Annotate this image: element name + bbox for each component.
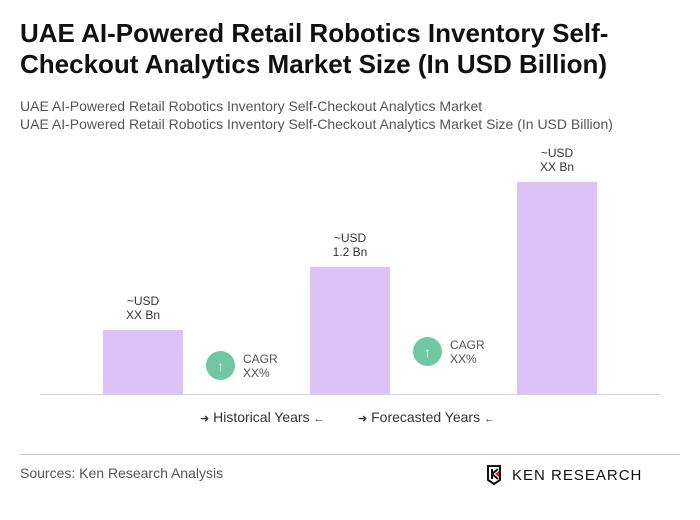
legend-label: Historical Years bbox=[213, 409, 310, 425]
cagr-label: CAGR bbox=[243, 351, 278, 366]
logo-text: KEN RESEARCH bbox=[512, 466, 643, 484]
cagr-value: XX% bbox=[450, 351, 477, 366]
arrow-up-icon: ↑ bbox=[413, 337, 442, 366]
data-label-text: XX Bn bbox=[539, 160, 575, 174]
arrow-left-icon: ← bbox=[483, 413, 495, 425]
arrow-up-icon: ↑ bbox=[206, 351, 235, 380]
source-text: Sources: Ken Research Analysis bbox=[20, 465, 224, 481]
cagr-value: XX% bbox=[243, 365, 270, 380]
subtitle-2: UAE AI-Powered Retail Robotics Inventory… bbox=[20, 116, 613, 132]
data-label-text: XX Bn bbox=[125, 308, 161, 323]
data-label-2: ~USD 1.2 Bn bbox=[290, 231, 410, 259]
data-label-3: ~USD XX Bn bbox=[497, 146, 617, 174]
data-label-1: ~USD XX Bn bbox=[83, 294, 203, 322]
bar-2 bbox=[310, 266, 390, 394]
bar-3 bbox=[517, 182, 597, 394]
bar-1 bbox=[103, 330, 183, 394]
legend-forecasted: ➜ Forecasted Years ← bbox=[358, 409, 495, 425]
data-label-text: ~USD bbox=[333, 230, 367, 245]
cagr-badge-2: ↑ CAGR XX% bbox=[413, 337, 485, 366]
subtitle: UAE AI-Powered Retail Robotics Inventory… bbox=[20, 98, 483, 114]
logo-icon bbox=[487, 465, 501, 486]
cagr-label: CAGR bbox=[450, 337, 485, 352]
page-title: UAE AI-Powered Retail Robotics Inventory… bbox=[20, 18, 609, 79]
cagr-badge-1: ↑ CAGR XX% bbox=[206, 351, 278, 380]
arrow-right-icon: ➜ bbox=[200, 413, 210, 425]
data-label-text: ~USD bbox=[540, 146, 574, 160]
divider bbox=[20, 454, 680, 455]
legend-historical: ➜ Historical Years ← bbox=[200, 409, 325, 425]
arrow-right-icon: ➜ bbox=[358, 413, 368, 425]
arrow-left-icon: ← bbox=[313, 413, 325, 425]
x-axis bbox=[40, 394, 660, 395]
data-label-text: 1.2 Bn bbox=[332, 244, 368, 259]
ken-research-logo: KEN RESEARCH bbox=[486, 464, 642, 486]
legend-label: Forecasted Years bbox=[371, 409, 481, 425]
data-label-text: ~USD bbox=[126, 294, 160, 309]
